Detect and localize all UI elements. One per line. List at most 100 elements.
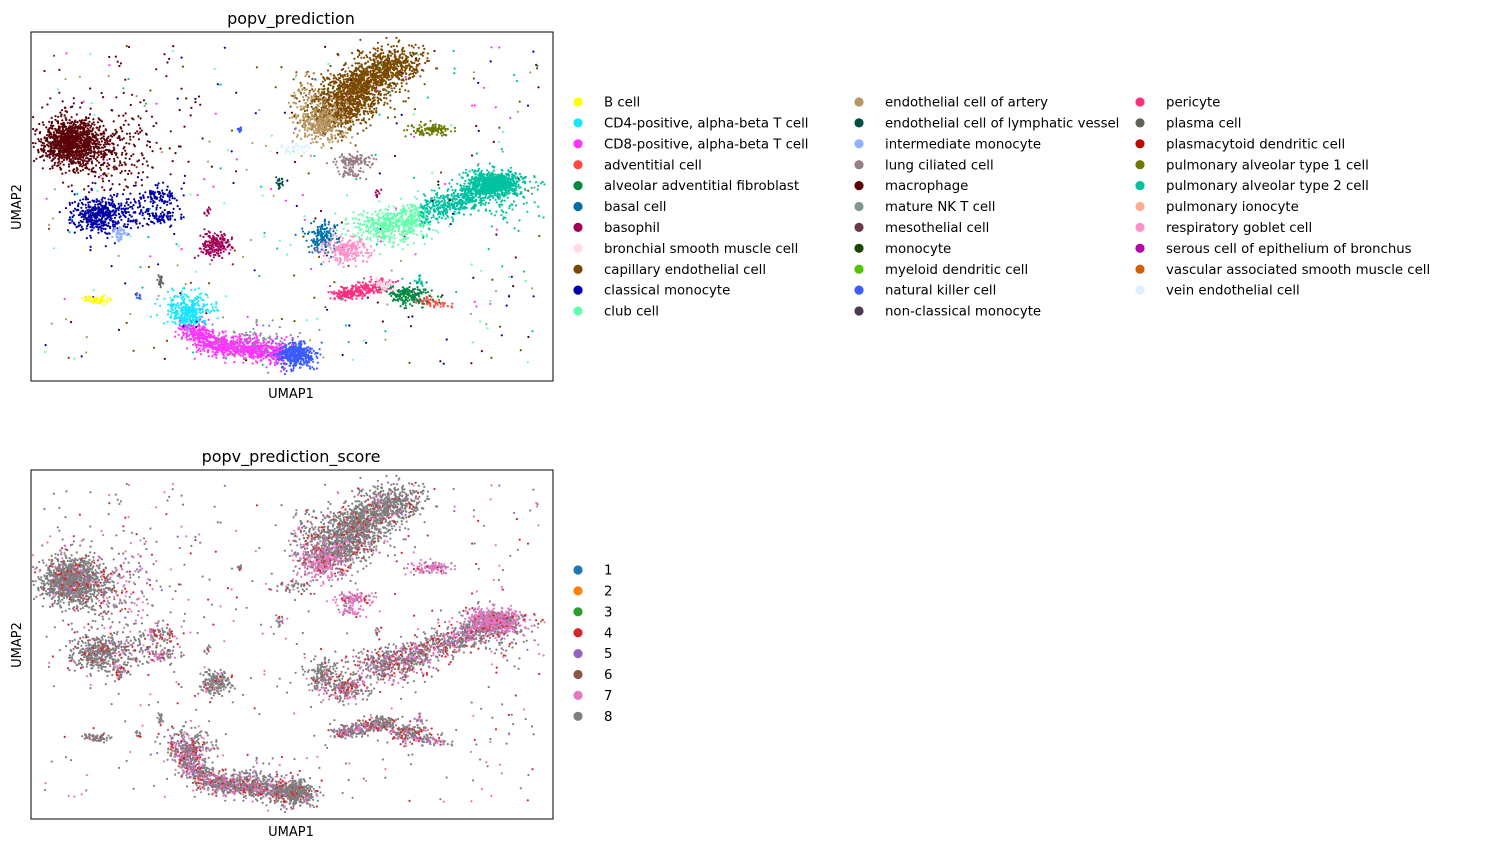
scatter-point: [58, 155, 61, 158]
scatter-point: [451, 199, 454, 203]
scatter-point: [358, 73, 362, 76]
scatter-point: [483, 86, 486, 89]
scatter-point: [87, 173, 90, 176]
scatter-point: [416, 190, 419, 193]
scatter-point: [382, 74, 385, 77]
scatter-point: [235, 158, 238, 161]
scatter-point: [494, 106, 497, 109]
scatter-point: [261, 194, 264, 197]
scatter-point: [63, 114, 66, 117]
scatter-point: [424, 207, 427, 210]
scatter-point: [219, 167, 222, 170]
scatter-point: [343, 64, 346, 67]
scatter-point: [157, 294, 160, 297]
scatter-point: [413, 61, 416, 65]
scatter-point: [189, 330, 192, 333]
scatter-point: [129, 235, 132, 238]
scatter-point: [485, 323, 488, 326]
scatter-point: [365, 230, 368, 233]
scatter-point: [439, 305, 442, 308]
scatter-point: [102, 124, 105, 127]
scatter-point: [403, 66, 406, 69]
scatter-point: [149, 89, 152, 92]
scatter-point: [439, 194, 443, 198]
scatter-point: [392, 72, 395, 75]
scatter-point: [346, 296, 349, 299]
scatter-point: [370, 278, 373, 281]
scatter-point: [413, 135, 416, 138]
scatter-point: [64, 318, 68, 321]
scatter-point: [360, 290, 363, 293]
scatter-point: [349, 129, 352, 132]
scatter-point: [245, 168, 248, 171]
scatter-point: [365, 291, 368, 294]
scatter-point: [277, 342, 280, 345]
scatter-point: [378, 113, 381, 116]
scatter-point: [438, 211, 441, 214]
scatter-point: [398, 90, 401, 94]
scatter-point: [464, 168, 468, 171]
scatter-point: [219, 83, 222, 86]
scatter-point: [174, 335, 177, 338]
scatter-point: [446, 211, 449, 214]
scatter-point: [342, 78, 345, 81]
scatter-point: [306, 109, 309, 112]
scatter-point: [37, 151, 40, 154]
scatter-point: [394, 209, 397, 212]
scatter-point: [412, 212, 415, 215]
scatter-point: [535, 67, 539, 70]
scatter-point: [42, 123, 45, 126]
scatter-point: [187, 330, 190, 333]
scatter-point: [390, 45, 393, 48]
scatter-point: [533, 186, 536, 189]
scatter-point: [365, 238, 368, 241]
scatter-point: [269, 363, 272, 366]
scatter-point: [362, 339, 365, 342]
scatter-point: [374, 48, 377, 51]
scatter-point: [256, 353, 259, 356]
scatter-point: [397, 279, 400, 283]
scatter-point: [180, 248, 183, 251]
scatter-point: [440, 217, 444, 220]
scatter-point: [149, 255, 152, 258]
scatter-point: [85, 336, 88, 339]
scatter-point: [86, 157, 89, 160]
scatter-point: [436, 196, 439, 199]
scatter-point: [78, 75, 81, 78]
scatter-point: [224, 295, 227, 298]
scatter-point: [200, 340, 203, 343]
scatter-point: [219, 344, 222, 347]
scatter-point: [432, 213, 435, 217]
scatter-point: [414, 212, 417, 215]
scatter-point: [401, 214, 404, 217]
scatter-point: [177, 333, 180, 336]
scatter-point: [269, 337, 272, 340]
scatter-point: [349, 117, 352, 120]
scatter-point: [410, 44, 413, 48]
scatter-point: [489, 299, 492, 303]
scatter-point: [221, 344, 225, 347]
scatter-point: [203, 349, 206, 352]
scatter-point: [396, 50, 400, 53]
scatter-point: [426, 200, 429, 203]
scatter-point: [430, 216, 433, 219]
scatter-point: [301, 193, 304, 197]
scatter-point: [469, 312, 472, 315]
scatter-point: [414, 253, 417, 256]
scatter-point: [269, 187, 273, 191]
scatter-point: [390, 269, 393, 272]
scatter-point: [434, 201, 437, 204]
scatter-point: [375, 86, 378, 89]
scatter-point: [433, 49, 436, 53]
scatter-point: [333, 74, 336, 77]
scatter-point: [453, 197, 456, 200]
scatter-point: [214, 112, 217, 115]
scatter-point: [80, 355, 83, 358]
scatter-point: [454, 188, 457, 192]
scatter-point: [182, 334, 185, 337]
scatter-point: [92, 289, 95, 292]
scatter-point: [216, 83, 219, 86]
scatter-point: [176, 97, 179, 100]
scatter-point: [372, 47, 375, 50]
scatter-point: [172, 45, 175, 48]
